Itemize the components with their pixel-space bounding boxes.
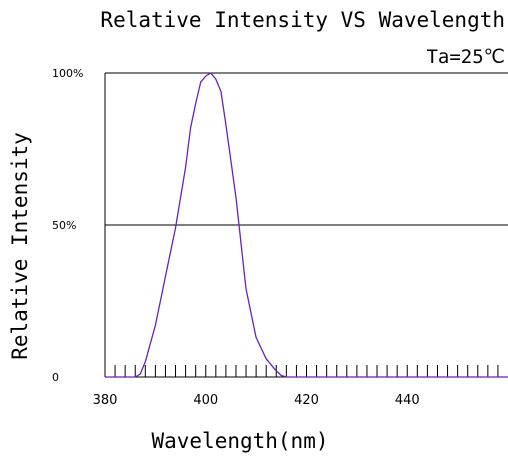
series-layer — [105, 72, 508, 378]
x-tick-label: 440 — [395, 393, 420, 408]
y-tick-label: 100% — [52, 67, 83, 80]
x-axis-label: Wavelength(nm) — [151, 429, 328, 453]
x-tick-label: 380 — [93, 393, 118, 408]
y-axis-label: Relative Intensity — [8, 132, 32, 360]
chart-subtitle: Ta=25℃ — [426, 46, 505, 68]
x-tick-label: 420 — [294, 393, 319, 408]
y-tick-label: 0 — [52, 371, 59, 384]
x-tick-label: 400 — [193, 393, 218, 408]
series-line-0 — [105, 72, 508, 378]
axes: 0 50% 100% 380 400 420 440 — [52, 67, 508, 408]
y-tick-label: 50% — [52, 219, 76, 232]
chart-title: Relative Intensity VS Wavelength — [100, 8, 505, 32]
